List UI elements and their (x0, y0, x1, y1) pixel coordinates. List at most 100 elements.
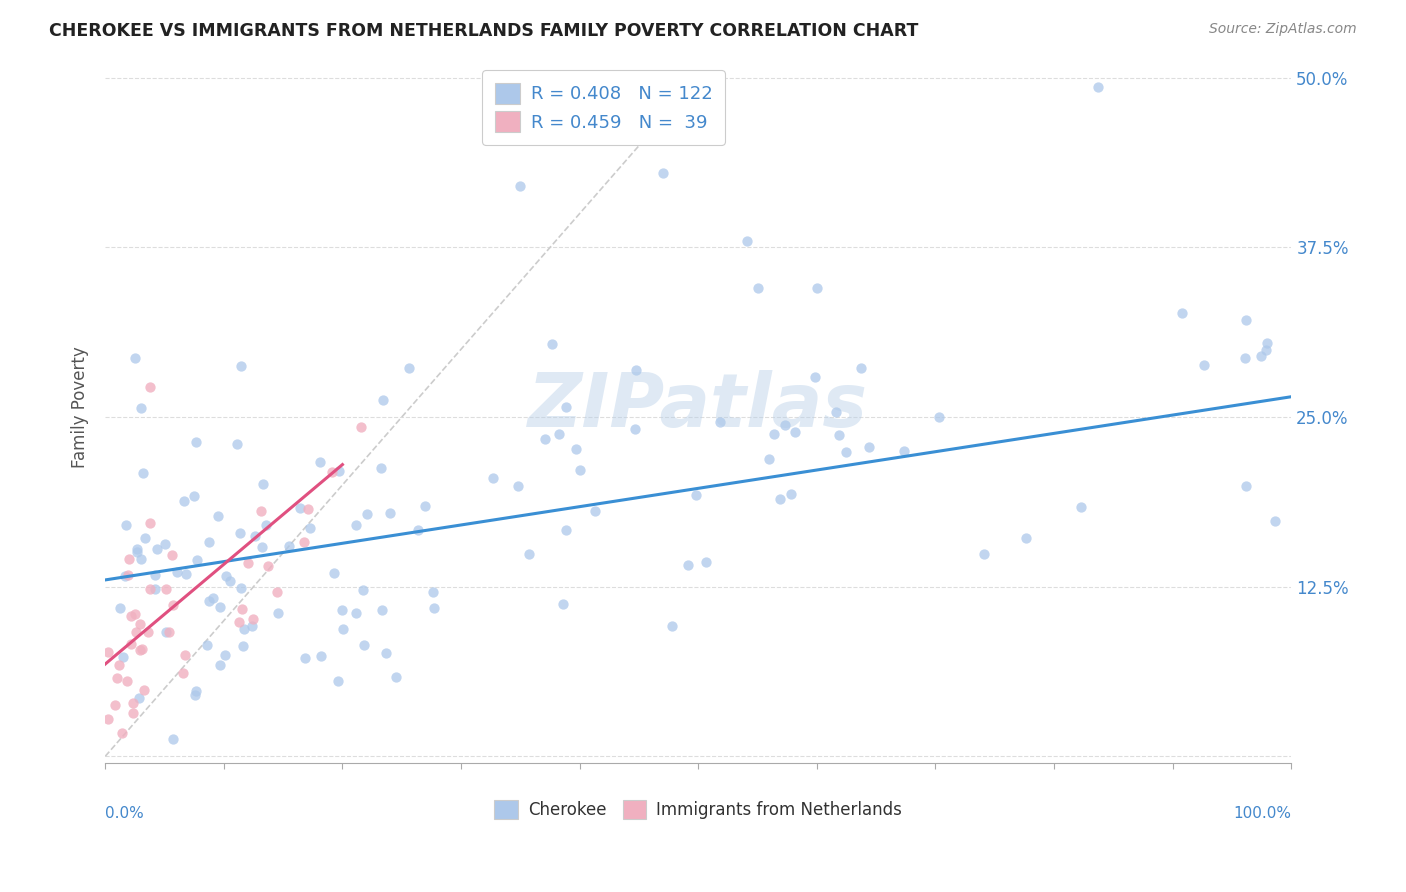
Point (893, 444, 915, 458)
Point (332, 622, 354, 636)
Point (122, 696, 145, 710)
Text: CHEROKEE VS IMMIGRANTS FROM NETHERLANDS FAMILY POVERTY CORRELATION CHART: CHEROKEE VS IMMIGRANTS FROM NETHERLANDS … (49, 22, 918, 40)
Point (1264, 514, 1286, 528)
Point (371, 602, 394, 616)
Point (541, 336, 564, 351)
Point (103, 698, 125, 712)
Point (350, 419, 373, 434)
Point (166, 565, 188, 579)
Point (928, 410, 950, 425)
Point (231, 602, 253, 616)
Point (277, 539, 299, 553)
Point (344, 606, 367, 620)
Point (624, 362, 647, 376)
Point (114, 518, 136, 533)
Point (184, 683, 207, 698)
Point (143, 567, 166, 582)
Point (1234, 479, 1257, 493)
Point (145, 542, 167, 557)
Point (783, 425, 806, 439)
Point (97, 712, 120, 726)
Point (780, 486, 803, 500)
Point (195, 638, 218, 652)
Point (825, 405, 848, 419)
Point (207, 509, 229, 524)
Point (198, 534, 221, 549)
Point (124, 607, 146, 621)
Point (849, 360, 872, 375)
Point (378, 506, 401, 520)
Point (332, 603, 354, 617)
Point (118, 551, 141, 566)
Point (134, 683, 156, 698)
Point (297, 501, 319, 516)
Point (568, 463, 591, 477)
Y-axis label: Family Poverty: Family Poverty (72, 346, 89, 467)
Point (353, 638, 375, 652)
Point (243, 529, 266, 543)
Point (309, 648, 332, 663)
Point (398, 361, 420, 376)
Point (105, 671, 128, 685)
Text: 0.0%: 0.0% (105, 805, 143, 821)
Point (481, 471, 503, 485)
Point (299, 521, 322, 535)
Point (555, 400, 578, 414)
Point (1233, 351, 1256, 366)
Point (763, 427, 786, 442)
Text: ZIPatlas: ZIPatlas (529, 370, 869, 443)
Point (232, 639, 254, 653)
Point (804, 370, 827, 384)
Point (1194, 358, 1216, 372)
Point (356, 507, 378, 521)
Point (257, 558, 280, 573)
Point (162, 548, 184, 562)
Point (127, 545, 149, 559)
Point (143, 582, 166, 597)
Point (773, 418, 796, 433)
Point (114, 569, 136, 583)
Point (131, 642, 153, 657)
Point (127, 541, 149, 556)
Point (321, 465, 343, 479)
Point (128, 617, 150, 632)
Point (685, 488, 707, 502)
Point (252, 476, 274, 491)
Point (1171, 306, 1194, 320)
Point (1234, 312, 1257, 326)
Point (219, 574, 242, 589)
Point (228, 615, 250, 629)
Point (309, 455, 332, 469)
Point (294, 535, 316, 549)
Point (201, 591, 224, 605)
Point (547, 427, 569, 442)
Point (384, 670, 406, 684)
Point (129, 552, 152, 566)
Point (174, 567, 197, 582)
Point (554, 524, 576, 538)
Point (678, 558, 700, 573)
Point (208, 599, 231, 614)
Point (564, 442, 586, 457)
Point (370, 461, 392, 475)
Point (120, 637, 142, 651)
Point (136, 625, 159, 640)
Point (623, 422, 645, 436)
Point (828, 428, 851, 442)
Point (408, 524, 430, 538)
Point (226, 437, 249, 451)
Point (162, 599, 184, 613)
Point (242, 612, 264, 626)
Point (508, 479, 530, 493)
Point (413, 499, 436, 513)
Legend: Cherokee, Immigrants from Netherlands: Cherokee, Immigrants from Netherlands (488, 794, 908, 826)
Point (1087, 79, 1109, 94)
Point (758, 451, 780, 466)
Point (1070, 500, 1092, 515)
Point (117, 674, 139, 689)
Point (328, 464, 350, 478)
Point (835, 445, 858, 459)
Point (186, 553, 208, 567)
Point (735, 234, 758, 248)
Point (108, 658, 131, 673)
